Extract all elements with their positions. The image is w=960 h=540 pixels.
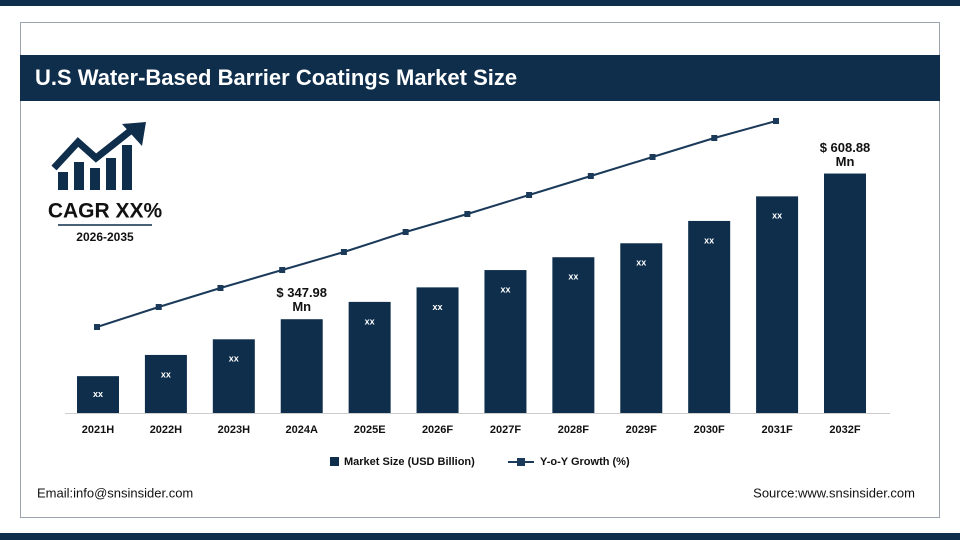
value-label: xx: [636, 258, 646, 268]
bar: [348, 301, 391, 413]
bar: [416, 287, 459, 413]
line-marker: [773, 118, 779, 124]
legend-swatch: [330, 457, 339, 466]
line-marker: [217, 285, 224, 291]
bar: [280, 319, 323, 413]
value-label: xx: [433, 302, 443, 312]
value-label: xx: [229, 354, 239, 364]
x-tick-label: 2022H: [150, 424, 182, 436]
bar: [77, 376, 119, 413]
legend-label: Y-o-Y Growth (%): [540, 456, 630, 468]
bottom-band: [0, 533, 960, 540]
x-tick-label: 2025E: [354, 424, 386, 436]
bar: [756, 196, 799, 413]
line-marker: [711, 135, 718, 141]
value-label: xx: [500, 284, 510, 294]
bar: [484, 270, 527, 413]
bar: [212, 339, 255, 413]
growth-line: [96, 120, 777, 328]
cagr-label: CAGR XX%: [48, 200, 163, 223]
value-label: xx: [568, 272, 578, 282]
bar: [688, 220, 731, 413]
line-marker: [155, 304, 162, 310]
x-tick-label: 2029F: [626, 424, 657, 436]
cagr-period: 2026-2035: [76, 230, 134, 244]
line-marker: [279, 267, 286, 273]
x-tick-label: 2030F: [694, 424, 725, 436]
x-tick-label: 2023H: [218, 424, 250, 436]
value-label: xx: [365, 316, 375, 326]
line-marker: [94, 324, 100, 330]
value-label: $ 608.88 Mn: [819, 139, 871, 169]
line-marker: [340, 249, 347, 255]
top-band: [0, 0, 960, 6]
bar: [824, 173, 866, 413]
x-tick-label: 2026F: [422, 424, 453, 436]
title-bar: [20, 55, 940, 101]
chart-title: U.S Water-Based Barrier Coatings Market …: [35, 65, 517, 90]
value-label: xx: [772, 211, 782, 221]
x-tick-label: 2021H: [82, 424, 114, 436]
value-label: xx: [93, 389, 103, 399]
growth-icon: [51, 122, 146, 190]
card: [20, 22, 940, 518]
line-marker: [587, 173, 594, 179]
line-marker: [402, 229, 409, 235]
x-tick-label: 2031F: [761, 424, 792, 436]
x-tick-label: 2028F: [558, 424, 589, 436]
line-marker: [464, 211, 471, 217]
bar: [552, 257, 595, 413]
bar: [144, 354, 187, 413]
x-tick-label: 2024A: [286, 424, 318, 436]
value-label: xx: [161, 369, 171, 379]
x-tick-label: 2027F: [490, 424, 521, 436]
x-tick-label: 2032F: [829, 424, 860, 436]
value-label: $ 347.98 Mn: [276, 285, 328, 315]
legend-label: Market Size (USD Billion): [344, 456, 475, 468]
bar: [620, 243, 663, 413]
legend-marker: [517, 458, 525, 466]
source: Source:www.snsinsider.com: [753, 485, 915, 500]
line-marker: [649, 154, 656, 160]
line-marker: [526, 192, 533, 198]
email: Email:info@snsinsider.com: [37, 485, 193, 500]
value-label: xx: [704, 235, 714, 245]
